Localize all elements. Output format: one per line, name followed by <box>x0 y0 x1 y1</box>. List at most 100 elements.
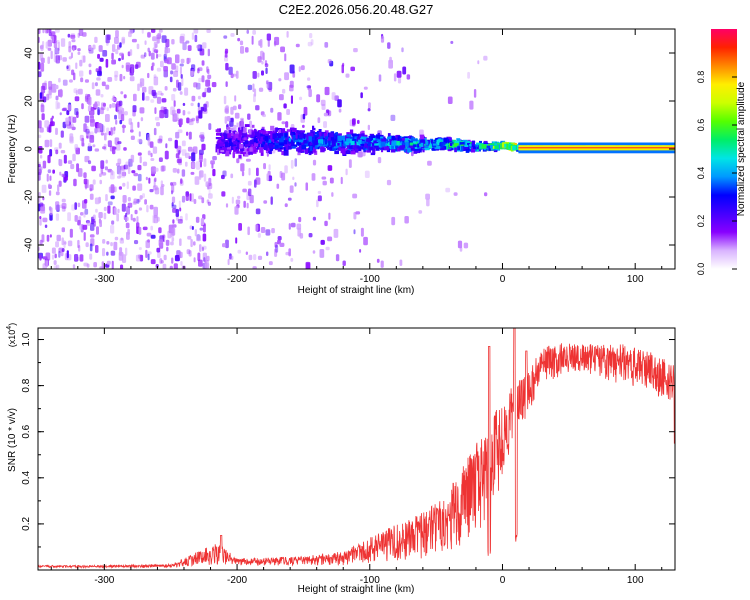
band-cell <box>275 127 278 132</box>
band-cell <box>218 148 222 152</box>
noise-speckle <box>302 113 306 120</box>
band-cell <box>417 143 420 148</box>
band-cell <box>261 141 264 145</box>
noise-speckle <box>391 216 396 226</box>
noise-speckle <box>38 192 41 199</box>
colorbar: 0.0 0.2 0.4 0.6 0.8 Normalized spectral ampl… <box>696 29 747 275</box>
noise-speckle <box>191 226 194 230</box>
band-cell <box>420 139 426 144</box>
y-tick-label: 0 <box>24 146 35 152</box>
band-cell <box>425 140 429 145</box>
band-cell <box>436 146 441 150</box>
noise-speckle <box>146 232 152 237</box>
noise-speckle <box>380 260 384 268</box>
noise-speckle <box>170 241 174 246</box>
noise-speckle <box>378 74 382 82</box>
noise-speckle <box>324 86 330 96</box>
noise-speckle <box>39 52 44 61</box>
noise-speckle <box>69 79 73 83</box>
noise-speckle <box>202 252 207 262</box>
band-cell <box>380 147 386 150</box>
band-cell <box>235 146 239 151</box>
noise-speckle <box>97 53 100 59</box>
noise-speckle <box>99 179 102 185</box>
noise-speckle <box>136 222 140 229</box>
noise-speckle <box>206 66 209 73</box>
noise-speckle <box>289 80 294 88</box>
band-cell <box>508 145 512 149</box>
band-cell <box>370 135 376 138</box>
noise-speckle <box>68 41 72 49</box>
band-cell <box>357 146 362 151</box>
noise-speckle <box>191 32 194 40</box>
noise-speckle <box>72 116 77 123</box>
noise-speckle <box>74 202 77 210</box>
noise-speckle <box>457 240 463 249</box>
noise-speckle <box>112 146 116 155</box>
spectrogram-x-axis-label: Height of straight line (km) <box>298 285 415 296</box>
noise-speckle <box>376 258 380 263</box>
noise-speckle <box>98 212 103 219</box>
band-cell <box>298 148 303 153</box>
band-cell <box>355 148 359 153</box>
noise-speckle <box>299 96 303 101</box>
noise-speckle <box>186 131 189 136</box>
band-cell <box>494 145 499 149</box>
band-cell <box>464 144 469 147</box>
band-cell <box>441 139 444 145</box>
noise-speckle <box>144 52 147 57</box>
noise-speckle <box>90 222 95 231</box>
noise-speckle <box>150 158 155 161</box>
band-cell <box>284 133 288 138</box>
band-cell <box>368 142 371 147</box>
noise-speckle <box>123 75 126 80</box>
noise-speckle <box>296 223 302 230</box>
band-cell <box>472 145 476 149</box>
noise-speckle <box>97 107 100 115</box>
noise-speckle <box>201 143 206 151</box>
noise-speckle <box>404 216 409 224</box>
noise-speckle <box>191 117 195 122</box>
noise-speckle <box>54 253 57 259</box>
band-cell <box>299 139 303 143</box>
band-cell <box>446 136 451 141</box>
noise-speckle <box>240 163 245 172</box>
noise-speckle <box>255 177 261 185</box>
noise-speckle <box>484 192 488 197</box>
noise-speckle <box>87 142 92 147</box>
noise-speckle <box>290 257 294 262</box>
noise-speckle <box>115 119 118 125</box>
noise-speckle <box>61 237 64 246</box>
noise-speckle <box>176 145 182 153</box>
noise-speckle <box>115 143 121 151</box>
band-cell <box>489 143 495 146</box>
noise-speckle <box>243 200 246 208</box>
band-cell <box>236 122 239 128</box>
band-cell <box>306 142 312 147</box>
noise-speckle <box>153 74 157 79</box>
noise-speckle <box>158 227 162 234</box>
noise-speckle <box>91 165 96 172</box>
band-cell <box>310 147 315 153</box>
noise-speckle <box>121 203 126 212</box>
band-cell <box>223 133 229 139</box>
noise-speckle <box>316 94 321 103</box>
band-cell <box>454 147 457 153</box>
noise-speckle <box>40 206 46 214</box>
band-cell <box>237 140 240 144</box>
noise-speckle <box>119 52 124 56</box>
noise-speckle <box>101 172 107 176</box>
noise-speckle <box>154 43 157 49</box>
noise-speckle <box>185 161 188 167</box>
band-cell <box>349 145 353 149</box>
noise-speckle <box>247 180 252 186</box>
noise-speckle <box>196 116 199 124</box>
noise-speckle <box>106 241 110 245</box>
noise-speckle <box>312 250 316 254</box>
x-tick-label: 0 <box>500 575 506 586</box>
band-cell <box>380 141 386 147</box>
noise-speckle <box>110 195 115 200</box>
noise-speckle <box>233 73 237 77</box>
noise-speckle <box>106 127 110 136</box>
noise-speckle <box>150 99 155 103</box>
